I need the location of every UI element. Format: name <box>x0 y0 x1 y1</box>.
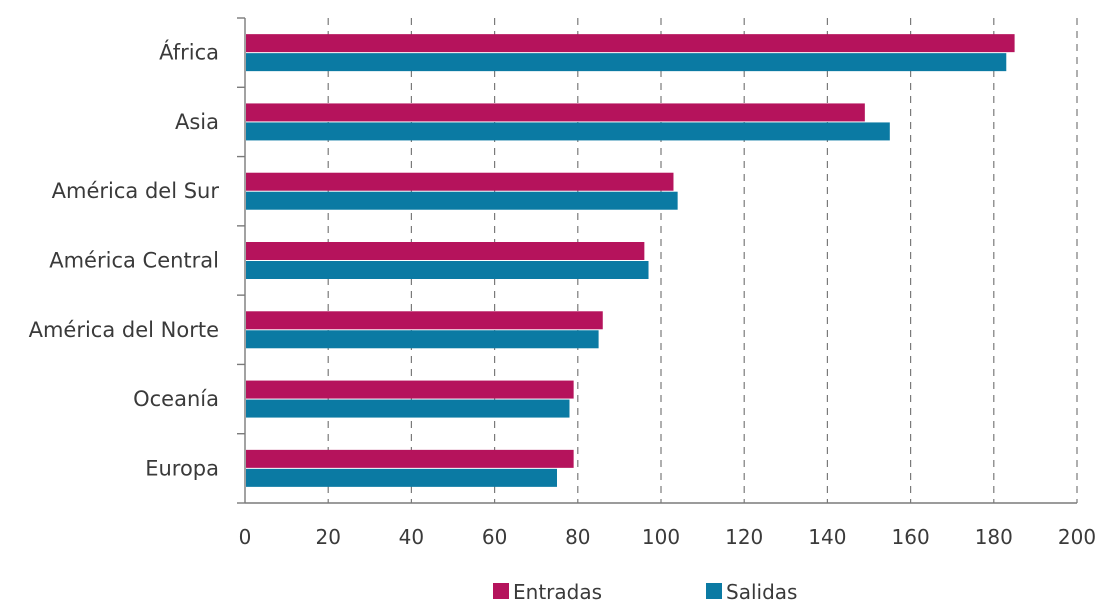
x-tick-label: 80 <box>565 525 590 549</box>
bars-layer <box>246 34 1015 487</box>
labels-layer: 0 20 40 60 80 100 120 140 160 180 200 África Asia Amé… <box>29 40 1097 549</box>
x-tick-label: 200 <box>1058 525 1096 549</box>
x-tick-label: 40 <box>399 525 424 549</box>
category-label: Europa <box>145 456 219 480</box>
bar-entradas <box>246 103 865 122</box>
bar-entradas <box>246 449 574 468</box>
bar-salidas <box>246 122 890 141</box>
bar-entradas <box>246 311 603 330</box>
legend-swatch-entradas <box>493 583 509 599</box>
grid-layer <box>327 18 1078 503</box>
bar-entradas <box>246 34 1015 53</box>
bar-entradas <box>246 172 674 191</box>
legend: Entradas Salidas <box>493 580 797 604</box>
x-tick-label: 0 <box>239 525 252 549</box>
bar-salidas <box>246 261 649 279</box>
bar-salidas <box>246 468 557 487</box>
x-tick-label: 20 <box>315 525 340 549</box>
x-tick-label: 160 <box>892 525 930 549</box>
bar-entradas <box>246 380 574 399</box>
x-tick-label: 140 <box>808 525 846 549</box>
x-tick-label: 100 <box>642 525 680 549</box>
category-label: Oceanía <box>133 387 219 411</box>
category-label: América del Sur <box>52 179 220 203</box>
bar-entradas <box>246 242 645 260</box>
bar-salidas <box>246 330 599 349</box>
x-tick-label: 120 <box>725 525 763 549</box>
axis-layer <box>237 17 1077 504</box>
category-label: América del Norte <box>29 318 219 342</box>
bar-salidas <box>246 191 678 210</box>
bar-salidas <box>246 53 1007 72</box>
x-tick-label: 60 <box>482 525 507 549</box>
legend-label-entradas: Entradas <box>513 580 602 604</box>
x-tick-label: 180 <box>975 525 1013 549</box>
legend-swatch-salidas <box>706 583 722 599</box>
category-label: América Central <box>49 249 219 273</box>
legend-label-salidas: Salidas <box>726 580 797 604</box>
category-label: Asia <box>175 110 219 134</box>
bar-salidas <box>246 399 570 418</box>
category-label: África <box>159 40 219 65</box>
